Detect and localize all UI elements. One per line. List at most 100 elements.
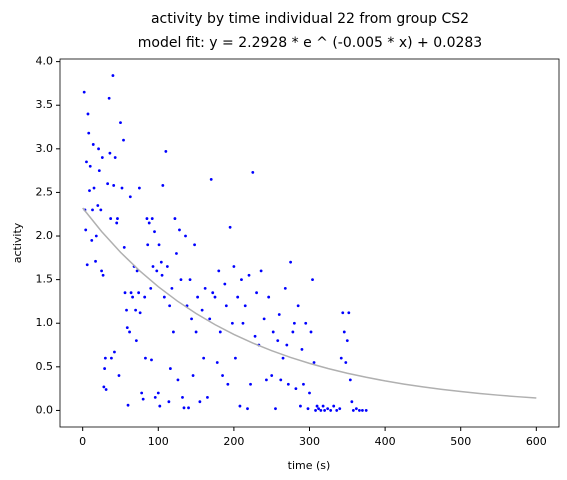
- x-tick-label: 500: [450, 435, 471, 448]
- point: [226, 382, 230, 386]
- point: [115, 221, 119, 225]
- point: [251, 170, 255, 174]
- point: [110, 356, 113, 360]
- point: [170, 286, 174, 290]
- chart-title: activity by time individual 22 from grou…: [151, 11, 469, 27]
- point: [203, 286, 207, 290]
- point: [88, 189, 91, 193]
- x-tick-label: 200: [223, 435, 244, 448]
- point: [217, 269, 221, 273]
- point: [84, 228, 88, 232]
- point: [146, 243, 150, 247]
- point: [289, 260, 292, 264]
- point: [179, 278, 183, 282]
- point: [135, 269, 139, 273]
- point: [342, 330, 346, 334]
- point: [188, 278, 192, 282]
- point: [196, 295, 200, 299]
- point: [160, 273, 164, 277]
- y-tick-label: 3.0: [36, 142, 54, 155]
- point: [108, 151, 112, 155]
- point: [326, 407, 330, 411]
- point: [238, 404, 242, 408]
- point: [211, 291, 215, 295]
- point: [92, 186, 96, 190]
- point: [120, 186, 124, 190]
- point: [123, 291, 127, 295]
- point: [97, 147, 100, 151]
- point: [168, 304, 172, 308]
- point: [247, 273, 251, 277]
- point: [129, 291, 133, 295]
- point: [243, 304, 247, 308]
- point: [85, 263, 89, 267]
- point: [119, 121, 122, 125]
- point: [308, 391, 311, 395]
- point: [218, 330, 222, 334]
- point: [167, 400, 171, 404]
- point: [358, 409, 361, 412]
- y-tick-label: 2.0: [36, 229, 54, 242]
- x-tick-label: 0: [79, 435, 86, 448]
- point: [125, 308, 128, 312]
- point: [259, 269, 263, 273]
- point: [317, 407, 320, 411]
- y-tick-label: 4.0: [36, 55, 54, 68]
- point: [161, 184, 165, 187]
- point: [176, 378, 180, 382]
- point: [286, 382, 290, 386]
- point: [332, 404, 336, 408]
- point: [299, 404, 302, 408]
- point: [165, 265, 169, 268]
- point: [113, 156, 117, 159]
- point: [279, 378, 283, 382]
- point: [175, 252, 178, 255]
- point: [151, 265, 155, 268]
- point: [122, 245, 126, 249]
- point: [223, 282, 227, 286]
- point: [109, 217, 113, 220]
- point: [291, 330, 295, 334]
- point: [157, 243, 161, 247]
- point: [323, 409, 327, 412]
- point: [91, 208, 94, 212]
- point: [168, 367, 172, 370]
- y-tick-label: 1.0: [36, 316, 54, 329]
- point: [249, 382, 252, 386]
- point: [255, 291, 258, 295]
- point: [141, 397, 145, 401]
- point: [128, 330, 131, 334]
- point: [94, 234, 98, 238]
- point: [134, 339, 138, 343]
- point: [137, 186, 141, 190]
- point: [85, 160, 88, 164]
- point: [292, 321, 296, 325]
- point: [158, 404, 162, 408]
- point: [347, 311, 351, 315]
- point: [194, 330, 198, 334]
- point: [82, 90, 86, 94]
- point: [344, 361, 348, 364]
- point: [306, 407, 310, 411]
- point: [262, 317, 266, 321]
- point: [134, 308, 138, 312]
- point: [221, 374, 224, 377]
- point: [200, 308, 204, 312]
- point: [153, 230, 156, 234]
- x-axis-label: time (s): [288, 459, 331, 472]
- point: [159, 260, 163, 264]
- point: [236, 295, 240, 299]
- point: [103, 367, 107, 370]
- point: [96, 204, 100, 207]
- point: [126, 403, 130, 407]
- point: [213, 295, 217, 299]
- point: [125, 326, 129, 329]
- point: [319, 409, 323, 412]
- chart-subtitle: model fit: y = 2.2928 * e ^ (-0.005 * x)…: [138, 35, 482, 51]
- x-tick-label: 300: [299, 435, 320, 448]
- point: [128, 195, 132, 199]
- point: [300, 347, 304, 351]
- point: [234, 356, 237, 360]
- point: [215, 361, 219, 364]
